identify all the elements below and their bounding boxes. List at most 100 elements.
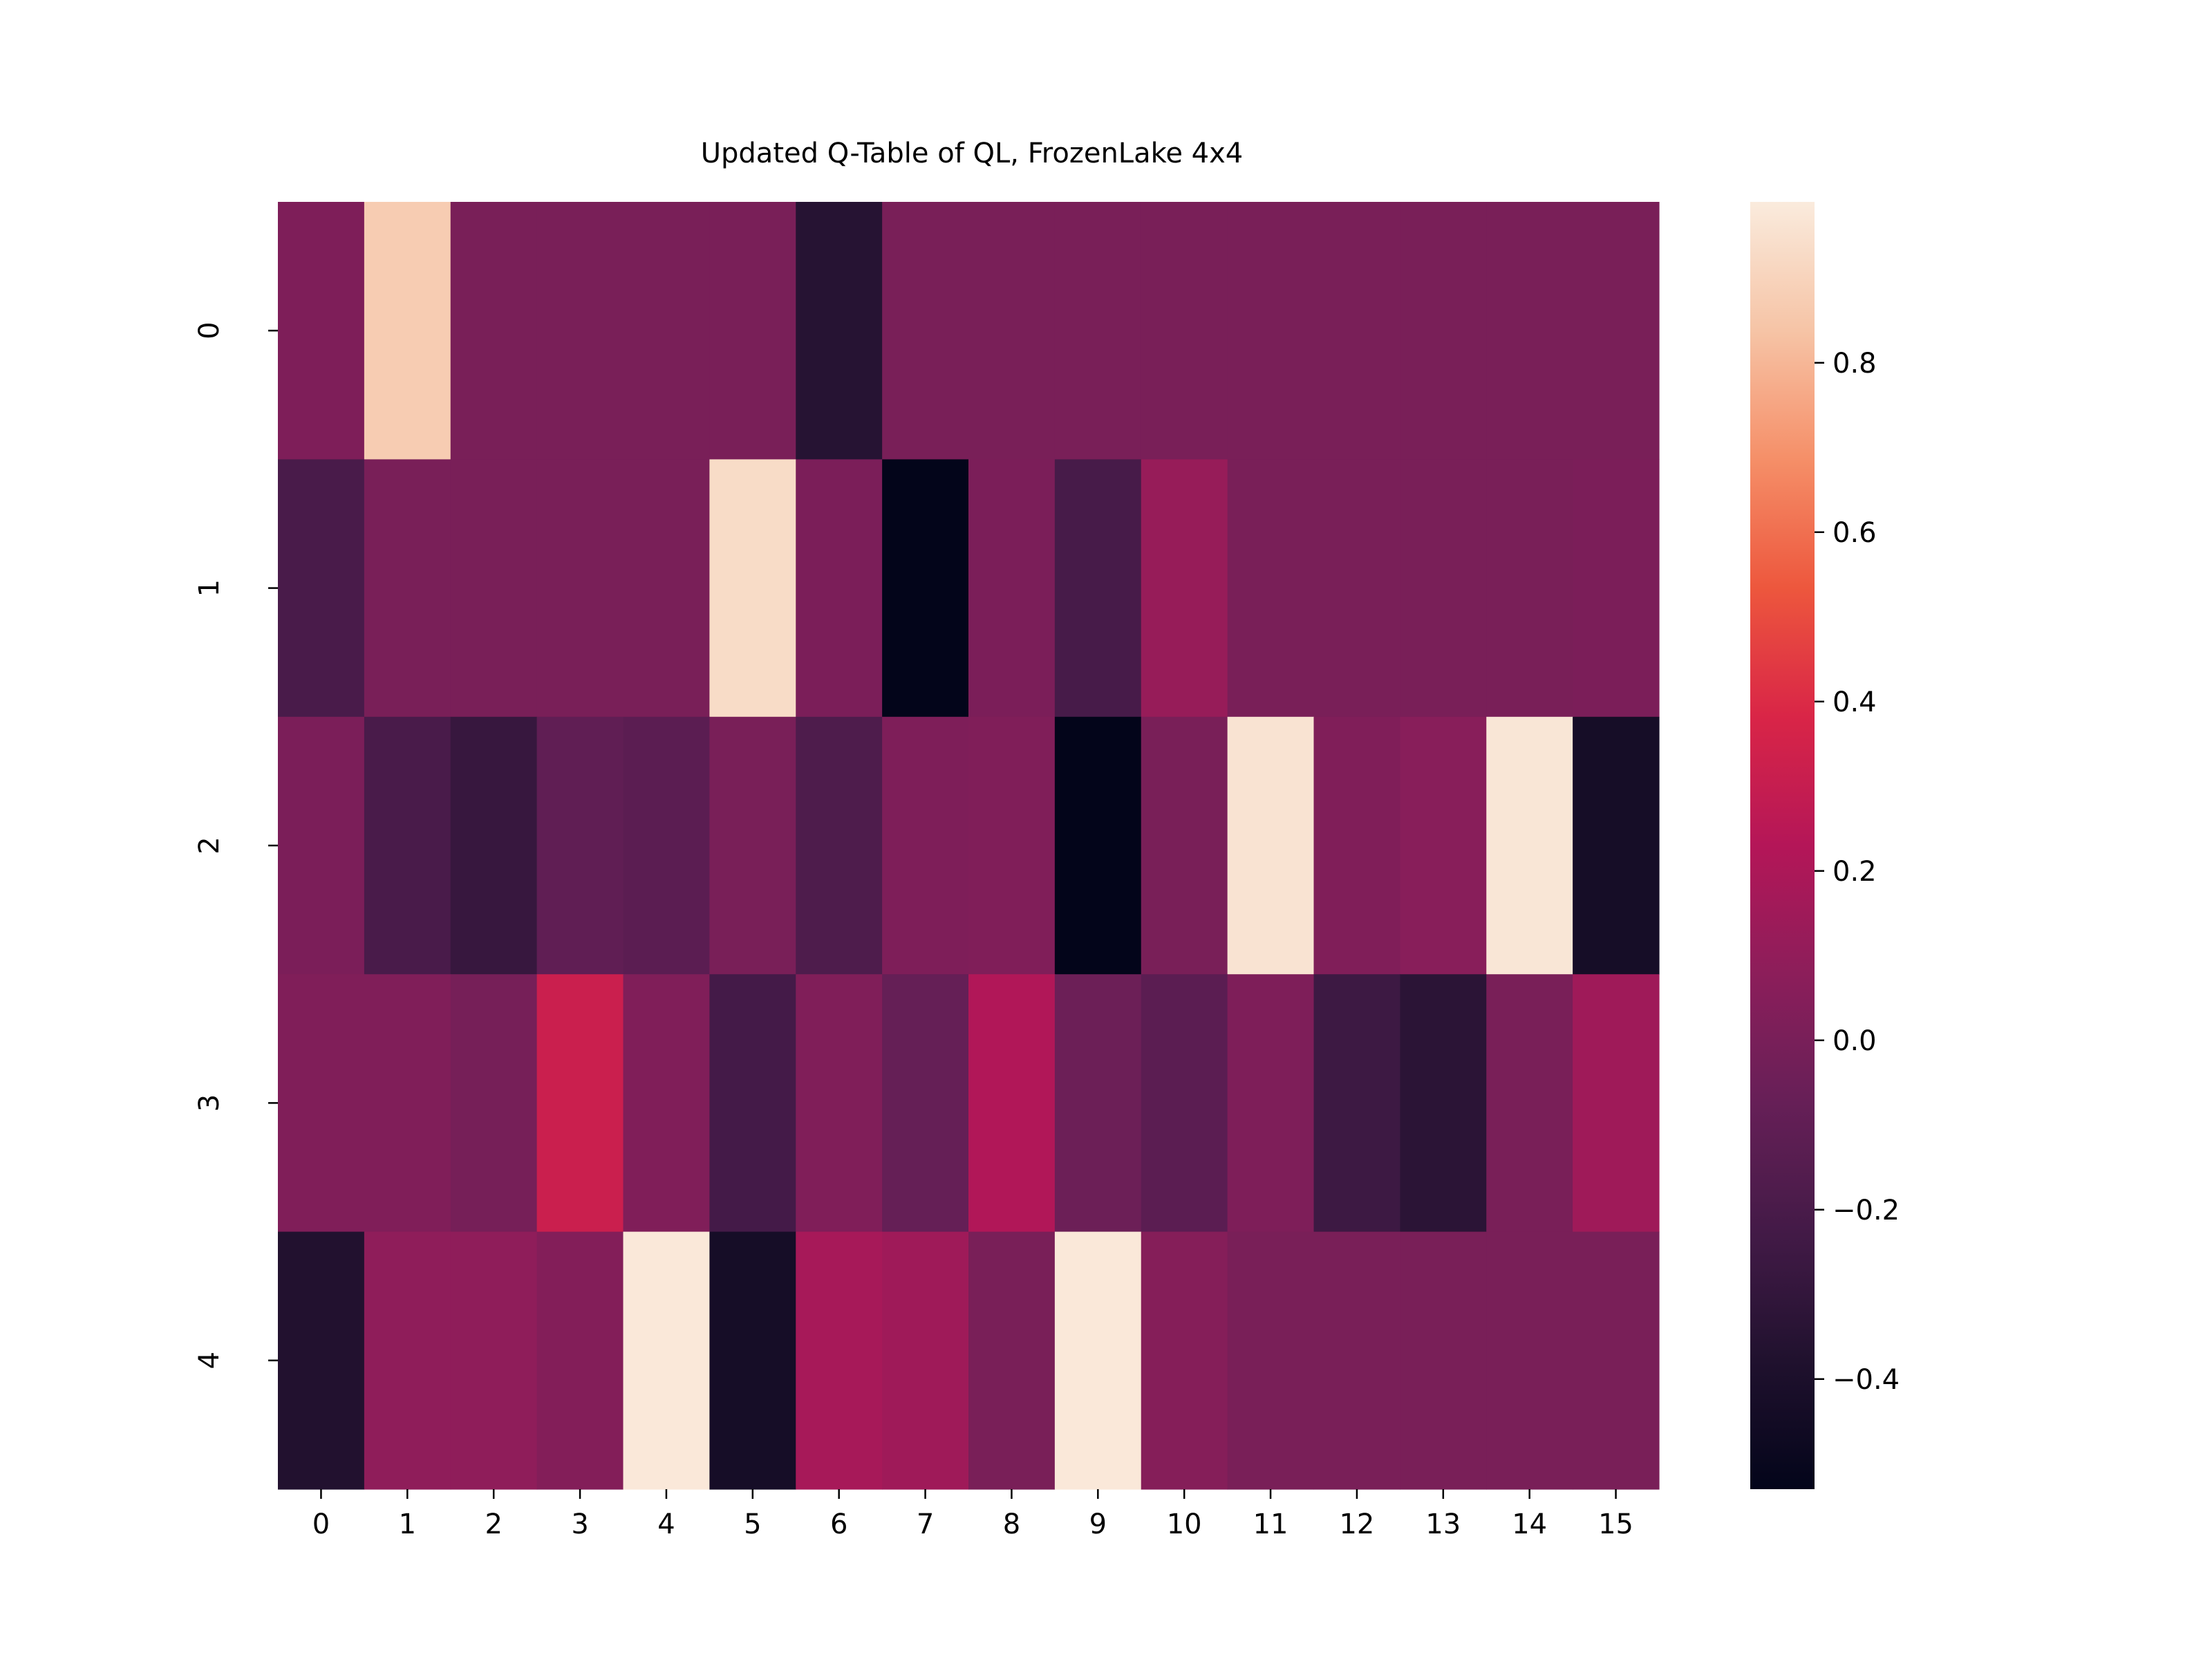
- heatmap-cell: [882, 974, 969, 1233]
- heatmap-cell: [1141, 974, 1228, 1233]
- heatmap-cell: [1227, 1231, 1315, 1490]
- heatmap-cell: [796, 974, 883, 1233]
- heatmap-cell: [1486, 1231, 1573, 1490]
- x-tick-label: 8: [1003, 1509, 1020, 1540]
- heatmap-cell: [1400, 716, 1487, 975]
- heatmap-cell: [1141, 716, 1228, 975]
- heatmap-cell: [796, 459, 883, 718]
- heatmap-cell: [1486, 202, 1573, 460]
- heatmap-cell: [623, 974, 710, 1233]
- heatmap-cell: [623, 202, 710, 460]
- heatmap-cell: [1573, 974, 1660, 1233]
- colorbar: 0.8 0.6 0.4 0.2 0.0 −0.2 −0.4: [1750, 202, 1900, 1489]
- heatmap-cells: [278, 202, 1660, 1490]
- heatmap-cell: [364, 974, 451, 1233]
- heatmap-cell: [1573, 716, 1660, 975]
- heatmap-cell: [882, 459, 969, 718]
- heatmap-cell: [278, 459, 365, 718]
- y-tick-label: 0: [194, 321, 225, 339]
- heatmap-cell: [796, 202, 883, 460]
- heatmap-cell: [364, 202, 451, 460]
- heatmap-cell: [1400, 1231, 1487, 1490]
- y-tick-label: 3: [194, 1094, 225, 1112]
- x-tick-label: 1: [399, 1509, 416, 1540]
- heatmap-cell: [1227, 202, 1315, 460]
- y-tick-label: 2: [194, 837, 225, 854]
- heatmap-cell: [796, 716, 883, 975]
- heatmap-cell: [278, 1231, 365, 1490]
- heatmap-cell: [1486, 459, 1573, 718]
- heatmap-cell: [882, 716, 969, 975]
- colorbar-tick-label: −0.2: [1833, 1195, 1900, 1226]
- heatmap-cell: [450, 202, 538, 460]
- heatmap-cell: [1227, 974, 1315, 1233]
- heatmap-cell: [1227, 716, 1315, 975]
- heatmap-cell: [1054, 1231, 1142, 1490]
- heatmap-cell: [536, 1231, 624, 1490]
- x-tick-label: 9: [1089, 1509, 1107, 1540]
- heatmap-cell: [536, 974, 624, 1233]
- x-tick-label: 11: [1253, 1509, 1288, 1540]
- heatmap-cell: [364, 716, 451, 975]
- heatmap-cell: [450, 459, 538, 718]
- heatmap-cell: [1141, 459, 1228, 718]
- x-tick-label: 5: [744, 1509, 761, 1540]
- x-tick-label: 3: [571, 1509, 588, 1540]
- heatmap-cell: [1141, 1231, 1228, 1490]
- colorbar-tick-label: 0.4: [1833, 687, 1877, 718]
- heatmap-cell: [450, 716, 538, 975]
- x-axis: 0 1 2 3 4 5 6 7 8 9 10 11 12 13 14 15: [312, 1489, 1633, 1540]
- heatmap-cell: [536, 202, 624, 460]
- heatmap-cell: [1054, 974, 1142, 1233]
- heatmap-cell: [1573, 1231, 1660, 1490]
- x-tick-label: 15: [1598, 1509, 1633, 1540]
- heatmap-cell: [968, 974, 1056, 1233]
- heatmap-cell: [882, 202, 969, 460]
- y-tick-label: 4: [194, 1352, 225, 1369]
- heatmap-cell: [1313, 974, 1400, 1233]
- heatmap-cell: [1227, 459, 1315, 718]
- heatmap-cell: [709, 716, 796, 975]
- heatmap-cell: [1054, 459, 1142, 718]
- colorbar-tick-label: 0.8: [1833, 348, 1877, 380]
- heatmap-cell: [278, 716, 365, 975]
- x-tick-label: 0: [312, 1509, 330, 1540]
- colorbar-tick-label: 0.2: [1833, 856, 1877, 888]
- heatmap-cell: [364, 459, 451, 718]
- heatmap-cell: [450, 974, 538, 1233]
- heatmap-cell: [1313, 459, 1400, 718]
- heatmap-cell: [796, 1231, 883, 1490]
- heatmap-cell: [278, 974, 365, 1233]
- heatmap-cell: [1400, 974, 1487, 1233]
- heatmap-cell: [1573, 202, 1660, 460]
- heatmap-cell: [1141, 202, 1228, 460]
- heatmap-cell: [1313, 202, 1400, 460]
- heatmap-cell: [536, 459, 624, 718]
- heatmap-cell: [709, 202, 796, 460]
- heatmap-cell: [1054, 202, 1142, 460]
- heatmap-cell: [1313, 716, 1400, 975]
- x-tick-label: 4: [657, 1509, 675, 1540]
- x-tick-label: 2: [485, 1509, 502, 1540]
- heatmap-cell: [536, 716, 624, 975]
- heatmap-cell: [364, 1231, 451, 1490]
- heatmap-cell: [968, 202, 1056, 460]
- heatmap-cell: [709, 974, 796, 1233]
- colorbar-bar: [1750, 202, 1815, 1489]
- heatmap-cell: [1573, 459, 1660, 718]
- x-tick-label: 14: [1512, 1509, 1547, 1540]
- heatmap-cell: [278, 202, 365, 460]
- heatmap-cell: [1400, 202, 1487, 460]
- heatmap-cell: [1400, 459, 1487, 718]
- y-axis: 0 1 2 3 4: [194, 321, 278, 1370]
- heatmap-cell: [623, 459, 710, 718]
- heatmap-cell: [1486, 974, 1573, 1233]
- heatmap-cell: [882, 1231, 969, 1490]
- y-tick-label: 1: [194, 579, 225, 597]
- heatmap-cell: [1486, 716, 1573, 975]
- x-tick-label: 6: [830, 1509, 847, 1540]
- x-tick-label: 10: [1167, 1509, 1202, 1540]
- heatmap-cell: [623, 716, 710, 975]
